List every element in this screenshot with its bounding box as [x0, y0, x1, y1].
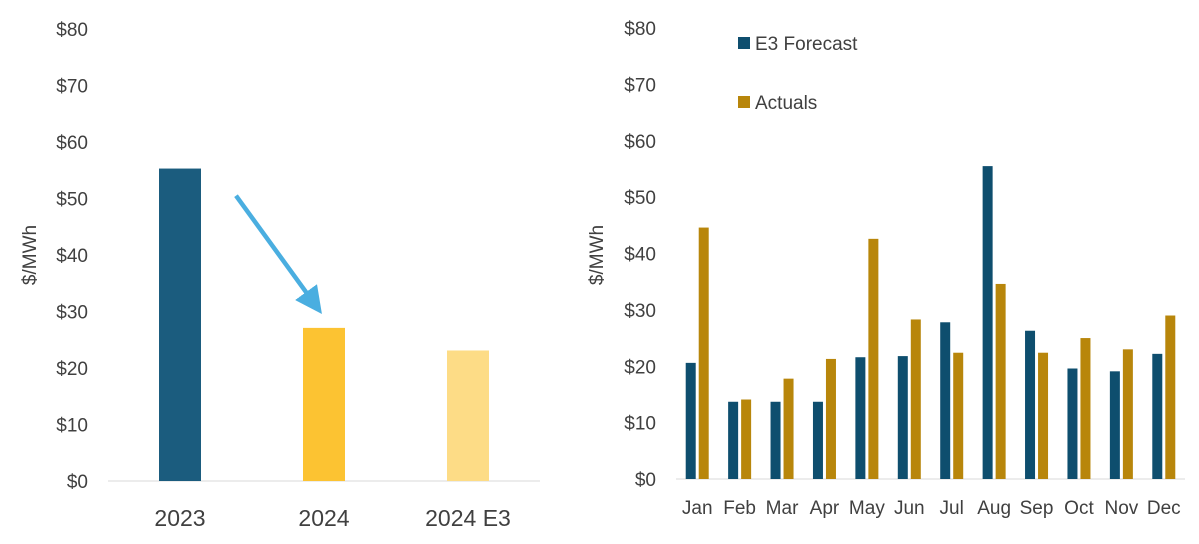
right-y-tick-label: $0 [635, 470, 656, 491]
left-bar-2024 [303, 327, 345, 481]
right-bar-sep-e3-forecast [1025, 330, 1036, 479]
right-x-tick-label: May [849, 498, 885, 519]
right-bar-jun-e3-forecast [897, 356, 908, 479]
right-bar-apr-e3-forecast [812, 401, 823, 479]
right-x-tick-label: Apr [810, 498, 840, 519]
right-bar-feb-e3-forecast [728, 401, 739, 479]
left-y-tick-label: $0 [67, 472, 88, 493]
right-bar-nov-actuals [1122, 349, 1133, 479]
right-bar-mar-e3-forecast [770, 401, 781, 479]
right-y-tick-label: $60 [624, 132, 656, 153]
right-bar-aug-actuals [995, 283, 1006, 479]
trend-arrow-annotation [234, 194, 322, 314]
right-bar-jan-actuals [698, 227, 709, 479]
right-bar-jul-actuals [953, 352, 964, 479]
right-bar-apr-actuals [825, 358, 836, 479]
right-x-tick-label: Mar [766, 498, 799, 519]
right-bar-oct-actuals [1080, 338, 1091, 479]
right-y-tick-label: $70 [624, 75, 656, 96]
right-x-tick-label: Jul [940, 498, 964, 519]
left-x-tick-label: 2023 [154, 505, 205, 531]
right-bar-feb-actuals [741, 399, 752, 479]
right-x-tick-label: Oct [1064, 498, 1094, 519]
right-y-tick-label: $40 [624, 245, 656, 266]
right-x-tick-label: Aug [977, 498, 1011, 519]
left-y-tick-label: $20 [56, 359, 88, 380]
legend-swatch [738, 96, 750, 108]
right-y-tick-label: $20 [624, 357, 656, 378]
right-bar-dec-actuals [1165, 315, 1176, 479]
right-y-axis-title: $/MWh [587, 225, 608, 285]
left-y-tick-label: $40 [56, 246, 88, 267]
right-x-tick-label: Jan [682, 498, 713, 519]
right-x-tick-label: Jun [894, 498, 925, 519]
right-y-tick-label: $50 [624, 188, 656, 209]
left-y-tick-label: $80 [56, 20, 88, 41]
right-x-tick-label: Sep [1020, 498, 1054, 519]
left-y-tick-label: $50 [56, 190, 88, 211]
right-bar-may-e3-forecast [855, 357, 866, 479]
left-y-tick-label: $30 [56, 303, 88, 324]
left-y-tick-label: $70 [56, 77, 88, 98]
right-bar-mar-actuals [783, 378, 794, 479]
left-y-tick-label: $10 [56, 416, 88, 437]
right-bar-nov-e3-forecast [1109, 371, 1120, 479]
right-bar-sep-actuals [1038, 352, 1049, 479]
right-bar-jun-actuals [910, 319, 921, 479]
right-bar-aug-e3-forecast [982, 166, 993, 479]
right-x-tick-label: Dec [1147, 498, 1181, 519]
left-x-tick-label: 2024 E3 [425, 505, 511, 531]
right-y-tick-label: $80 [624, 19, 656, 40]
right-bar-jul-e3-forecast [940, 322, 951, 479]
right-bar-oct-e3-forecast [1067, 368, 1078, 479]
right-x-tick-label: Nov [1104, 498, 1138, 519]
left-bar-2023 [159, 168, 201, 481]
legend-label: Actuals [755, 93, 817, 114]
right-y-tick-label: $10 [624, 414, 656, 435]
legend-swatch [738, 37, 750, 49]
right-x-tick-label: Feb [723, 498, 756, 519]
legend-label: E3 Forecast [755, 34, 858, 55]
left-y-axis-title: $/MWh [20, 225, 41, 285]
right-bar-may-actuals [868, 238, 879, 479]
left-x-tick-label: 2024 [298, 505, 349, 531]
left-y-tick-label: $60 [56, 133, 88, 154]
right-bar-dec-e3-forecast [1152, 353, 1163, 479]
right-y-tick-label: $30 [624, 301, 656, 322]
right-bar-jan-e3-forecast [685, 362, 696, 479]
left-bar-2024-e3 [447, 350, 489, 481]
